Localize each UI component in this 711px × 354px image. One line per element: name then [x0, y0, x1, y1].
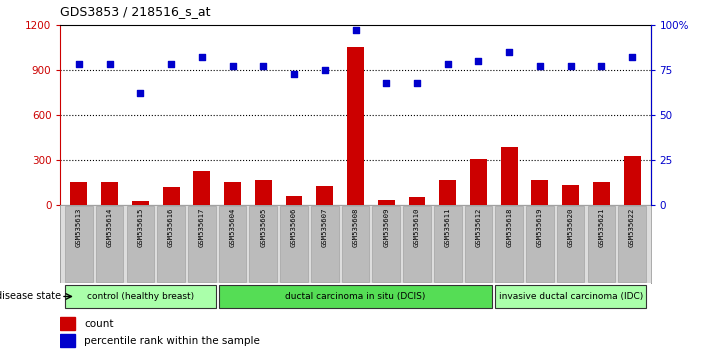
Point — [134, 91, 146, 96]
Bar — [439, 180, 456, 205]
Text: GSM535614: GSM535614 — [107, 208, 112, 247]
Bar — [60, 317, 75, 330]
Text: GSM535612: GSM535612 — [476, 208, 481, 247]
Bar — [501, 147, 518, 205]
FancyBboxPatch shape — [496, 285, 646, 308]
Bar — [378, 200, 395, 205]
FancyBboxPatch shape — [127, 206, 154, 282]
FancyBboxPatch shape — [373, 206, 400, 282]
Bar — [193, 171, 210, 205]
FancyBboxPatch shape — [311, 206, 338, 282]
Point — [319, 67, 331, 73]
FancyBboxPatch shape — [188, 206, 215, 282]
Bar — [255, 180, 272, 205]
Text: GSM535617: GSM535617 — [199, 208, 205, 247]
Text: GSM535620: GSM535620 — [567, 208, 574, 247]
Text: percentile rank within the sample: percentile rank within the sample — [84, 336, 260, 346]
Text: GSM535610: GSM535610 — [414, 208, 420, 247]
Text: GSM535619: GSM535619 — [537, 208, 543, 247]
Point — [104, 62, 115, 67]
FancyBboxPatch shape — [464, 206, 492, 282]
FancyBboxPatch shape — [403, 206, 431, 282]
FancyBboxPatch shape — [587, 206, 615, 282]
FancyBboxPatch shape — [250, 206, 277, 282]
Bar — [593, 182, 610, 205]
FancyBboxPatch shape — [96, 206, 124, 282]
Point — [166, 62, 177, 67]
Point — [534, 63, 545, 69]
FancyBboxPatch shape — [65, 206, 92, 282]
Point — [196, 55, 208, 60]
Bar — [286, 196, 302, 205]
Bar — [409, 197, 425, 205]
Bar — [60, 335, 75, 348]
FancyBboxPatch shape — [342, 206, 369, 282]
FancyBboxPatch shape — [219, 206, 247, 282]
Text: GSM535608: GSM535608 — [353, 208, 358, 247]
FancyBboxPatch shape — [496, 206, 523, 282]
Text: GSM535621: GSM535621 — [599, 208, 604, 247]
Text: invasive ductal carcinoma (IDC): invasive ductal carcinoma (IDC) — [498, 292, 643, 301]
FancyBboxPatch shape — [65, 285, 215, 308]
FancyBboxPatch shape — [434, 206, 461, 282]
Bar — [347, 47, 364, 205]
Point — [257, 63, 269, 69]
Text: ductal carcinoma in situ (DCIS): ductal carcinoma in situ (DCIS) — [285, 292, 426, 301]
Text: GSM535618: GSM535618 — [506, 208, 512, 247]
Bar — [101, 182, 118, 205]
Text: GSM535616: GSM535616 — [168, 208, 174, 247]
FancyBboxPatch shape — [526, 206, 554, 282]
Bar — [531, 180, 548, 205]
FancyBboxPatch shape — [619, 206, 646, 282]
Point — [289, 71, 300, 76]
Bar — [224, 182, 241, 205]
Point — [503, 49, 515, 55]
Text: GSM535613: GSM535613 — [76, 208, 82, 247]
Point — [350, 27, 361, 33]
Text: disease state: disease state — [0, 291, 61, 302]
FancyBboxPatch shape — [557, 206, 584, 282]
Text: GSM535622: GSM535622 — [629, 208, 635, 247]
Point — [227, 63, 238, 69]
Point — [473, 58, 484, 64]
Bar — [624, 156, 641, 205]
Point — [380, 80, 392, 85]
Bar — [316, 186, 333, 205]
Bar — [70, 182, 87, 205]
FancyBboxPatch shape — [219, 285, 492, 308]
Bar — [132, 201, 149, 205]
FancyBboxPatch shape — [280, 206, 308, 282]
Point — [565, 63, 577, 69]
Bar — [470, 159, 487, 205]
Text: GSM535611: GSM535611 — [444, 208, 451, 247]
Point — [73, 62, 85, 67]
Text: GSM535607: GSM535607 — [322, 208, 328, 247]
Text: GSM535609: GSM535609 — [383, 208, 389, 247]
Bar — [163, 187, 180, 205]
Bar — [562, 185, 579, 205]
Text: control (healthy breast): control (healthy breast) — [87, 292, 194, 301]
Point — [626, 55, 638, 60]
Text: GSM535615: GSM535615 — [137, 208, 144, 247]
Text: count: count — [84, 319, 114, 329]
Text: GSM535604: GSM535604 — [230, 208, 235, 247]
Text: GDS3853 / 218516_s_at: GDS3853 / 218516_s_at — [60, 5, 211, 18]
Point — [442, 62, 454, 67]
Point — [596, 63, 607, 69]
FancyBboxPatch shape — [157, 206, 185, 282]
Text: GSM535606: GSM535606 — [291, 208, 297, 247]
Text: GSM535605: GSM535605 — [260, 208, 267, 247]
Point — [411, 80, 422, 85]
